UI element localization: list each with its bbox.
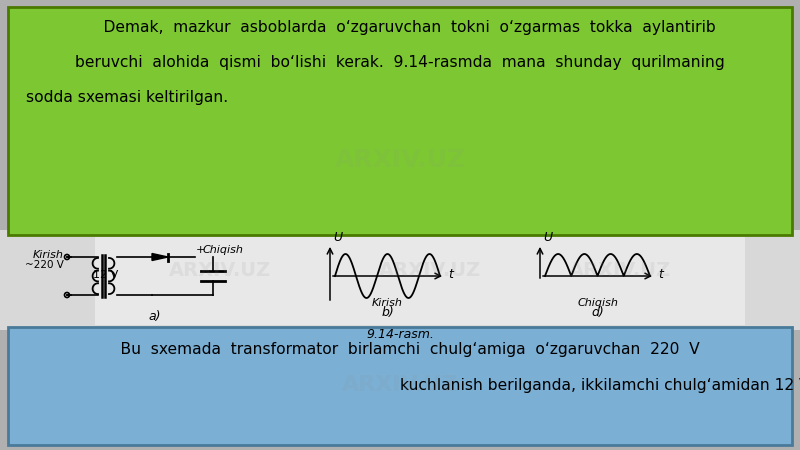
Text: ARXIV.UZ: ARXIV.UZ bbox=[379, 261, 481, 279]
Text: ARXIV.UZ: ARXIV.UZ bbox=[169, 261, 271, 279]
Text: Kirish: Kirish bbox=[33, 250, 64, 260]
Text: ARXIV.UZ: ARXIV.UZ bbox=[569, 261, 671, 279]
Text: d): d) bbox=[591, 306, 604, 319]
Text: ARXIV.UZ: ARXIV.UZ bbox=[342, 375, 458, 395]
FancyBboxPatch shape bbox=[8, 327, 792, 445]
Text: kuchlanish berilganda, ikkilamchi chulg‘amidan 12 V olinadi.: kuchlanish berilganda, ikkilamchi chulg‘… bbox=[400, 378, 800, 393]
Text: U: U bbox=[543, 231, 552, 244]
Text: sodda sxemasi keltirilgan.: sodda sxemasi keltirilgan. bbox=[26, 90, 228, 105]
Text: b): b) bbox=[381, 306, 394, 319]
Text: ARXIV.UZ: ARXIV.UZ bbox=[334, 148, 466, 172]
Text: Chiqish: Chiqish bbox=[203, 245, 244, 255]
Text: Bu  sxemada  transformator  birlamchi  chulg‘amiga  o‘zgaruvchan  220  V: Bu sxemada transformator birlamchi chulg… bbox=[101, 342, 699, 357]
Polygon shape bbox=[152, 253, 168, 261]
Text: +: + bbox=[196, 245, 206, 255]
Text: 12 V: 12 V bbox=[94, 270, 118, 280]
Text: 9.14-rasm.: 9.14-rasm. bbox=[366, 328, 434, 341]
Text: t: t bbox=[448, 268, 453, 281]
Text: U: U bbox=[333, 231, 342, 244]
Text: t: t bbox=[658, 268, 663, 281]
Bar bbox=[0, 230, 800, 330]
Bar bbox=[95, 237, 745, 325]
Text: beruvchi  alohida  qismi  bo‘lishi  kerak.  9.14-rasmda  mana  shunday  qurilman: beruvchi alohida qismi bo‘lishi kerak. 9… bbox=[75, 55, 725, 70]
Text: Chiqish: Chiqish bbox=[577, 298, 618, 308]
Text: Demak,  mazkur  asboblarda  o‘zgaruvchan  tokni  o‘zgarmas  tokka  aylantirib: Demak, mazkur asboblarda o‘zgaruvchan to… bbox=[84, 20, 716, 35]
FancyBboxPatch shape bbox=[8, 7, 792, 235]
Text: Kirish: Kirish bbox=[372, 298, 403, 308]
Text: ~220 V: ~220 V bbox=[25, 260, 64, 270]
Text: a): a) bbox=[149, 310, 162, 323]
